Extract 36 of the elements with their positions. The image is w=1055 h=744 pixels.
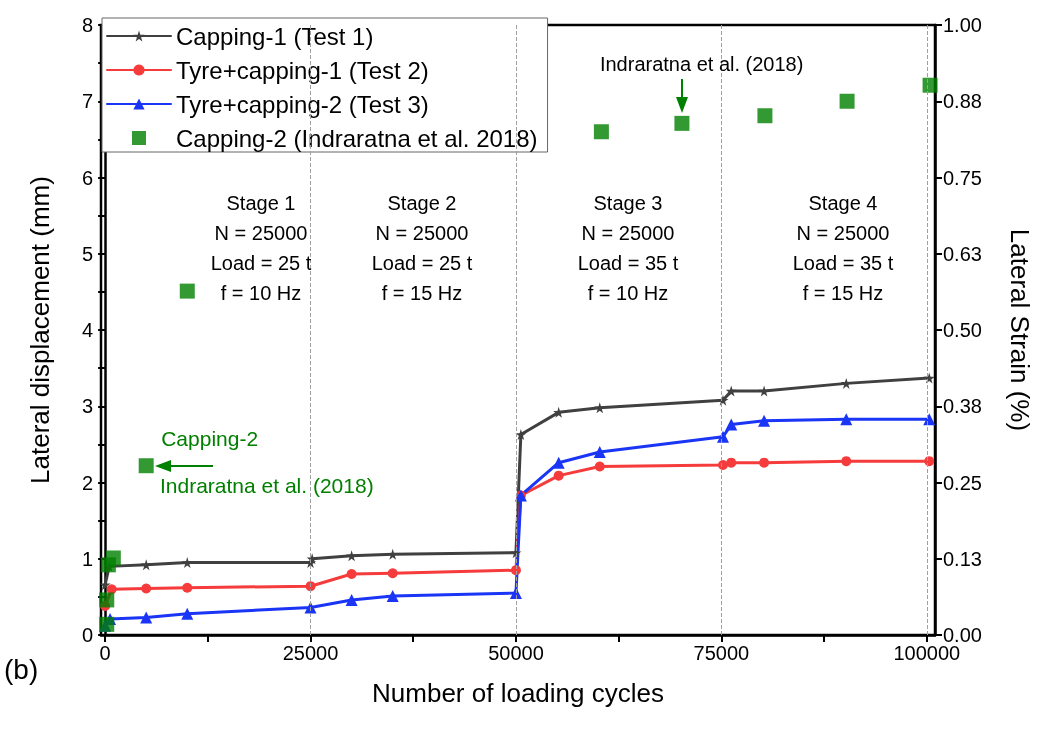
text: (b) [4,654,40,685]
legend-label: Capping-1 (Test 1) [176,22,374,50]
y-tick-label: 0 [81,624,93,646]
annotation: Indraratna et al. (2018) [160,473,375,499]
annotation: Capping-2 [161,425,259,451]
y2-tick-label: 0.13 [943,547,982,570]
y-tick-label: 5 [81,242,93,265]
annotation: Stage 1 N = 25000 Load = 25 t f = 10 Hz [209,191,313,306]
legend-label: Tyre+capping-2 (Test 3) [176,90,429,118]
annotation: Indraratna et al. (2018) [599,52,804,78]
legend-label: Capping-2 (Indraratna et al. 2018) [176,124,538,152]
annotation: Stage 2 N = 25000 Load = 25 t f = 15 Hz [370,191,474,306]
y-tick-label: 7 [81,90,93,113]
x-tick-label: 0 [99,642,111,664]
x-tick-label: 25000 [282,642,339,664]
y-tick-label: 4 [81,319,93,341]
y-tick-label: 1 [81,547,93,570]
y-axis-title: Lateral displacement (mm) [25,176,55,484]
x-tick-label: 50000 [488,642,544,664]
annotation: Stage 4 N = 25000 Load = 35 t f = 15 Hz [791,191,895,306]
y2-tick-label: 0.63 [943,242,982,265]
y2-tick-label: 0.25 [943,471,982,494]
y2-tick-label: 0.50 [943,319,982,341]
y-tick-label: 6 [81,166,93,189]
y-tick-label: 2 [81,471,93,494]
x-axis-title: Number of loading cycles [372,678,664,708]
y2-axis-title: Lateral Strain (%) [1005,228,1035,432]
y2-tick-label: 1.00 [943,14,982,36]
y-tick-label: 8 [81,14,93,36]
annotation: Stage 3 N = 25000 Load = 35 t f = 10 Hz [576,191,680,306]
y2-tick-label: 0.88 [943,90,982,113]
legend-label: Tyre+capping-1 (Test 2) [176,56,429,84]
y-tick-label: 3 [81,395,93,418]
y2-tick-label: 0.75 [943,166,982,189]
y2-tick-label: 0.38 [943,395,982,418]
x-tick-label: 75000 [693,642,750,664]
